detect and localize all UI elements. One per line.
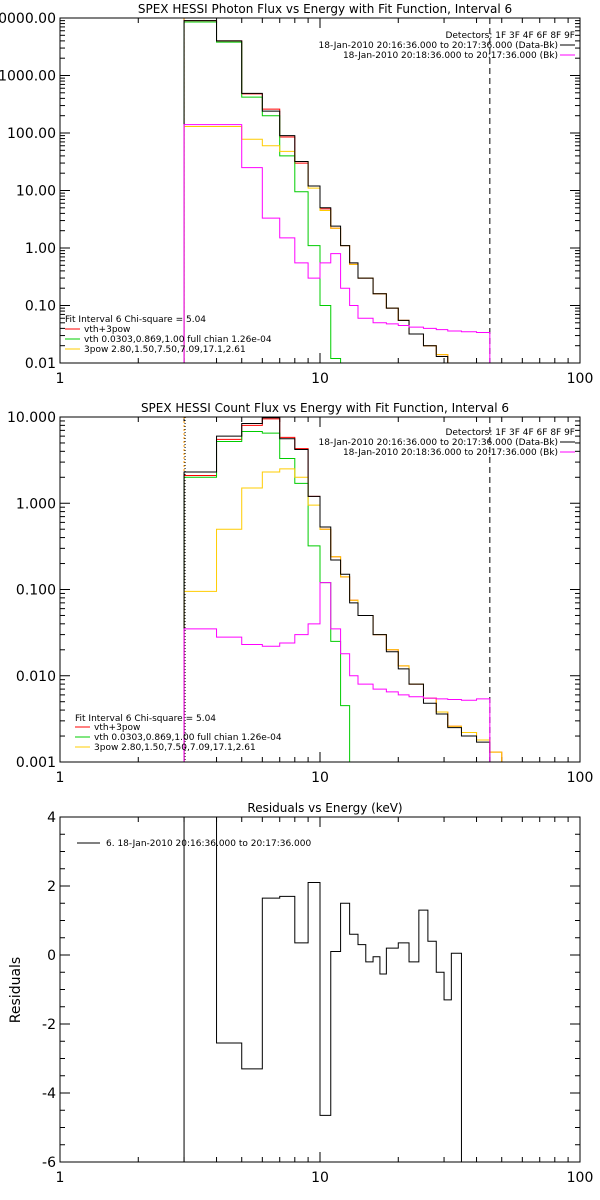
count-y-tick-label: 10.000 xyxy=(7,410,56,426)
photon-clipped xyxy=(183,18,503,363)
residuals-y-tick-label: -2 xyxy=(42,1017,56,1033)
photon-y-tick-label: 0.10 xyxy=(25,299,56,315)
photon-legend-bottom-1-label: vth 0.0303,0.869,1.00 full chian 1.26e-0… xyxy=(84,335,272,345)
residuals-clipped xyxy=(183,817,462,1162)
count-y-tick-label: 0.010 xyxy=(16,669,56,685)
residuals-residual-series xyxy=(183,817,462,1162)
count-fit-header: Fit Interval 6 Chi-square = 5.04 xyxy=(75,714,216,724)
photon-series-vth xyxy=(183,21,359,363)
photon-y-tick-label: 10000.00 xyxy=(0,11,56,27)
photon-x-tick-label: 100 xyxy=(567,371,594,387)
photon-x-tick-label: 10 xyxy=(311,371,329,387)
count-y-tick-label: 0.100 xyxy=(16,583,56,599)
residuals-y-tick-label: -4 xyxy=(42,1086,56,1102)
photon-legend-top-1-label: 18-Jan-2010 20:18:36.000 to 20:17:36.000… xyxy=(343,51,558,61)
photon-y-tick-label: 0.01 xyxy=(25,356,56,372)
photon-y-tick-label: 1000.00 xyxy=(0,69,56,85)
photon-ticks: 1 10 100 0.01 0.10 1.00 10.00 100.00 1000.00 1000… xyxy=(0,11,593,387)
photon-legend-top-0-label: 18-Jan-2010 20:16:36.000 to 20:17:36.000… xyxy=(319,41,558,51)
photon-flux-panel: SPEX HESSI Photon Flux vs Energy with Fi… xyxy=(0,2,593,387)
residuals-legend: 6. 18-Jan-2010 20:16:36.000 to 20:17:36.… xyxy=(77,839,311,849)
photon-y-tick-label: 10.00 xyxy=(16,184,56,200)
count-marks xyxy=(183,417,513,762)
count-legend-bottom-0-label: vth+3pow xyxy=(94,723,140,733)
count-detectors: Detectors: 1F 3F 4F 6F 8F 9F xyxy=(445,428,575,438)
photon-x-tick-label: 1 xyxy=(56,371,65,387)
count-series-vth xyxy=(183,430,358,762)
residuals-panel: Residuals vs Energy (keV) Residuals 1 10 1… xyxy=(8,801,593,1186)
count-ticks: 1 10 100 0.001 0.010 0.100 1.000 10.000 xyxy=(7,410,593,786)
residuals-y-tick-label: 2 xyxy=(47,879,56,895)
photon-plot-frame xyxy=(59,17,581,364)
photon-legend-bottom-0-label: vth+3pow xyxy=(84,325,130,335)
count-clipped xyxy=(183,417,513,762)
count-flux-panel: SPEX HESSI Count Flux vs Energy with Fit… xyxy=(7,401,593,786)
count-x-tick-label: 100 xyxy=(567,770,594,786)
count-legend-bottom-2-label: 3pow 2.80,1.50,7.50,7.09,17.1,2.61 xyxy=(94,743,256,753)
count-x-tick-label: 1 xyxy=(56,770,65,786)
photon-legend: Detectors: 1F 3F 4F 6F 8F 9F 18-Jan-2010… xyxy=(65,31,575,355)
residuals-plot-frame xyxy=(59,816,581,1163)
residuals-x-tick-label: 10 xyxy=(311,1170,329,1186)
residuals-x-tick-label: 100 xyxy=(567,1170,594,1186)
residuals-y-tick-label: 0 xyxy=(47,948,56,964)
photon-title: SPEX HESSI Photon Flux vs Energy with Fi… xyxy=(138,2,512,16)
residuals-legend-label: 6. 18-Jan-2010 20:16:36.000 to 20:17:36.… xyxy=(106,839,311,849)
residuals-title: Residuals vs Energy (keV) xyxy=(247,801,402,815)
photon-fit-header: Fit Interval 6 Chi-square = 5.04 xyxy=(65,315,206,325)
residuals-ticks: 1 10 100 -6 -4 -2 0 2 4 xyxy=(42,810,593,1186)
count-legend-top-0-label: 18-Jan-2010 20:16:36.000 to 20:17:36.000… xyxy=(319,438,558,448)
residuals-marks xyxy=(183,817,462,1162)
count-plot-frame xyxy=(59,416,581,763)
photon-detectors: Detectors: 1F 3F 4F 6F 8F 9F xyxy=(445,31,575,41)
count-y-tick-label: 1.000 xyxy=(16,496,56,512)
count-series-data-bk xyxy=(183,417,491,762)
photon-series-vth-3pow xyxy=(183,20,503,363)
photon-series-bk xyxy=(183,124,491,363)
count-x-tick-label: 10 xyxy=(311,770,329,786)
photon-y-tick-label: 100.00 xyxy=(7,126,56,142)
count-series-bk xyxy=(183,582,491,762)
photon-y-tick-label: 1.00 xyxy=(25,241,56,257)
count-legend: Detectors: 1F 3F 4F 6F 8F 9F 18-Jan-2010… xyxy=(75,428,575,753)
residuals-x-tick-label: 1 xyxy=(56,1170,65,1186)
photon-legend-bottom-2-label: 3pow 2.80,1.50,7.50,7.09,17.1,2.61 xyxy=(84,345,246,355)
count-series-vth-3pow xyxy=(183,418,513,762)
residuals-ylabel: Residuals xyxy=(8,957,24,1023)
photon-marks xyxy=(183,18,503,363)
count-series-3pow xyxy=(183,468,513,762)
count-y-tick-label: 0.001 xyxy=(16,755,56,771)
residuals-y-tick-label: 4 xyxy=(47,810,56,826)
count-legend-bottom-1-label: vth 0.0303,0.869,1.00 full chian 1.26e-0… xyxy=(94,733,282,743)
count-legend-top-1-label: 18-Jan-2010 20:18:36.000 to 20:17:36.000… xyxy=(343,448,558,458)
count-title: SPEX HESSI Count Flux vs Energy with Fit… xyxy=(141,401,509,415)
photon-series-data-bk xyxy=(183,20,491,363)
residuals-y-tick-label: -6 xyxy=(42,1155,56,1171)
